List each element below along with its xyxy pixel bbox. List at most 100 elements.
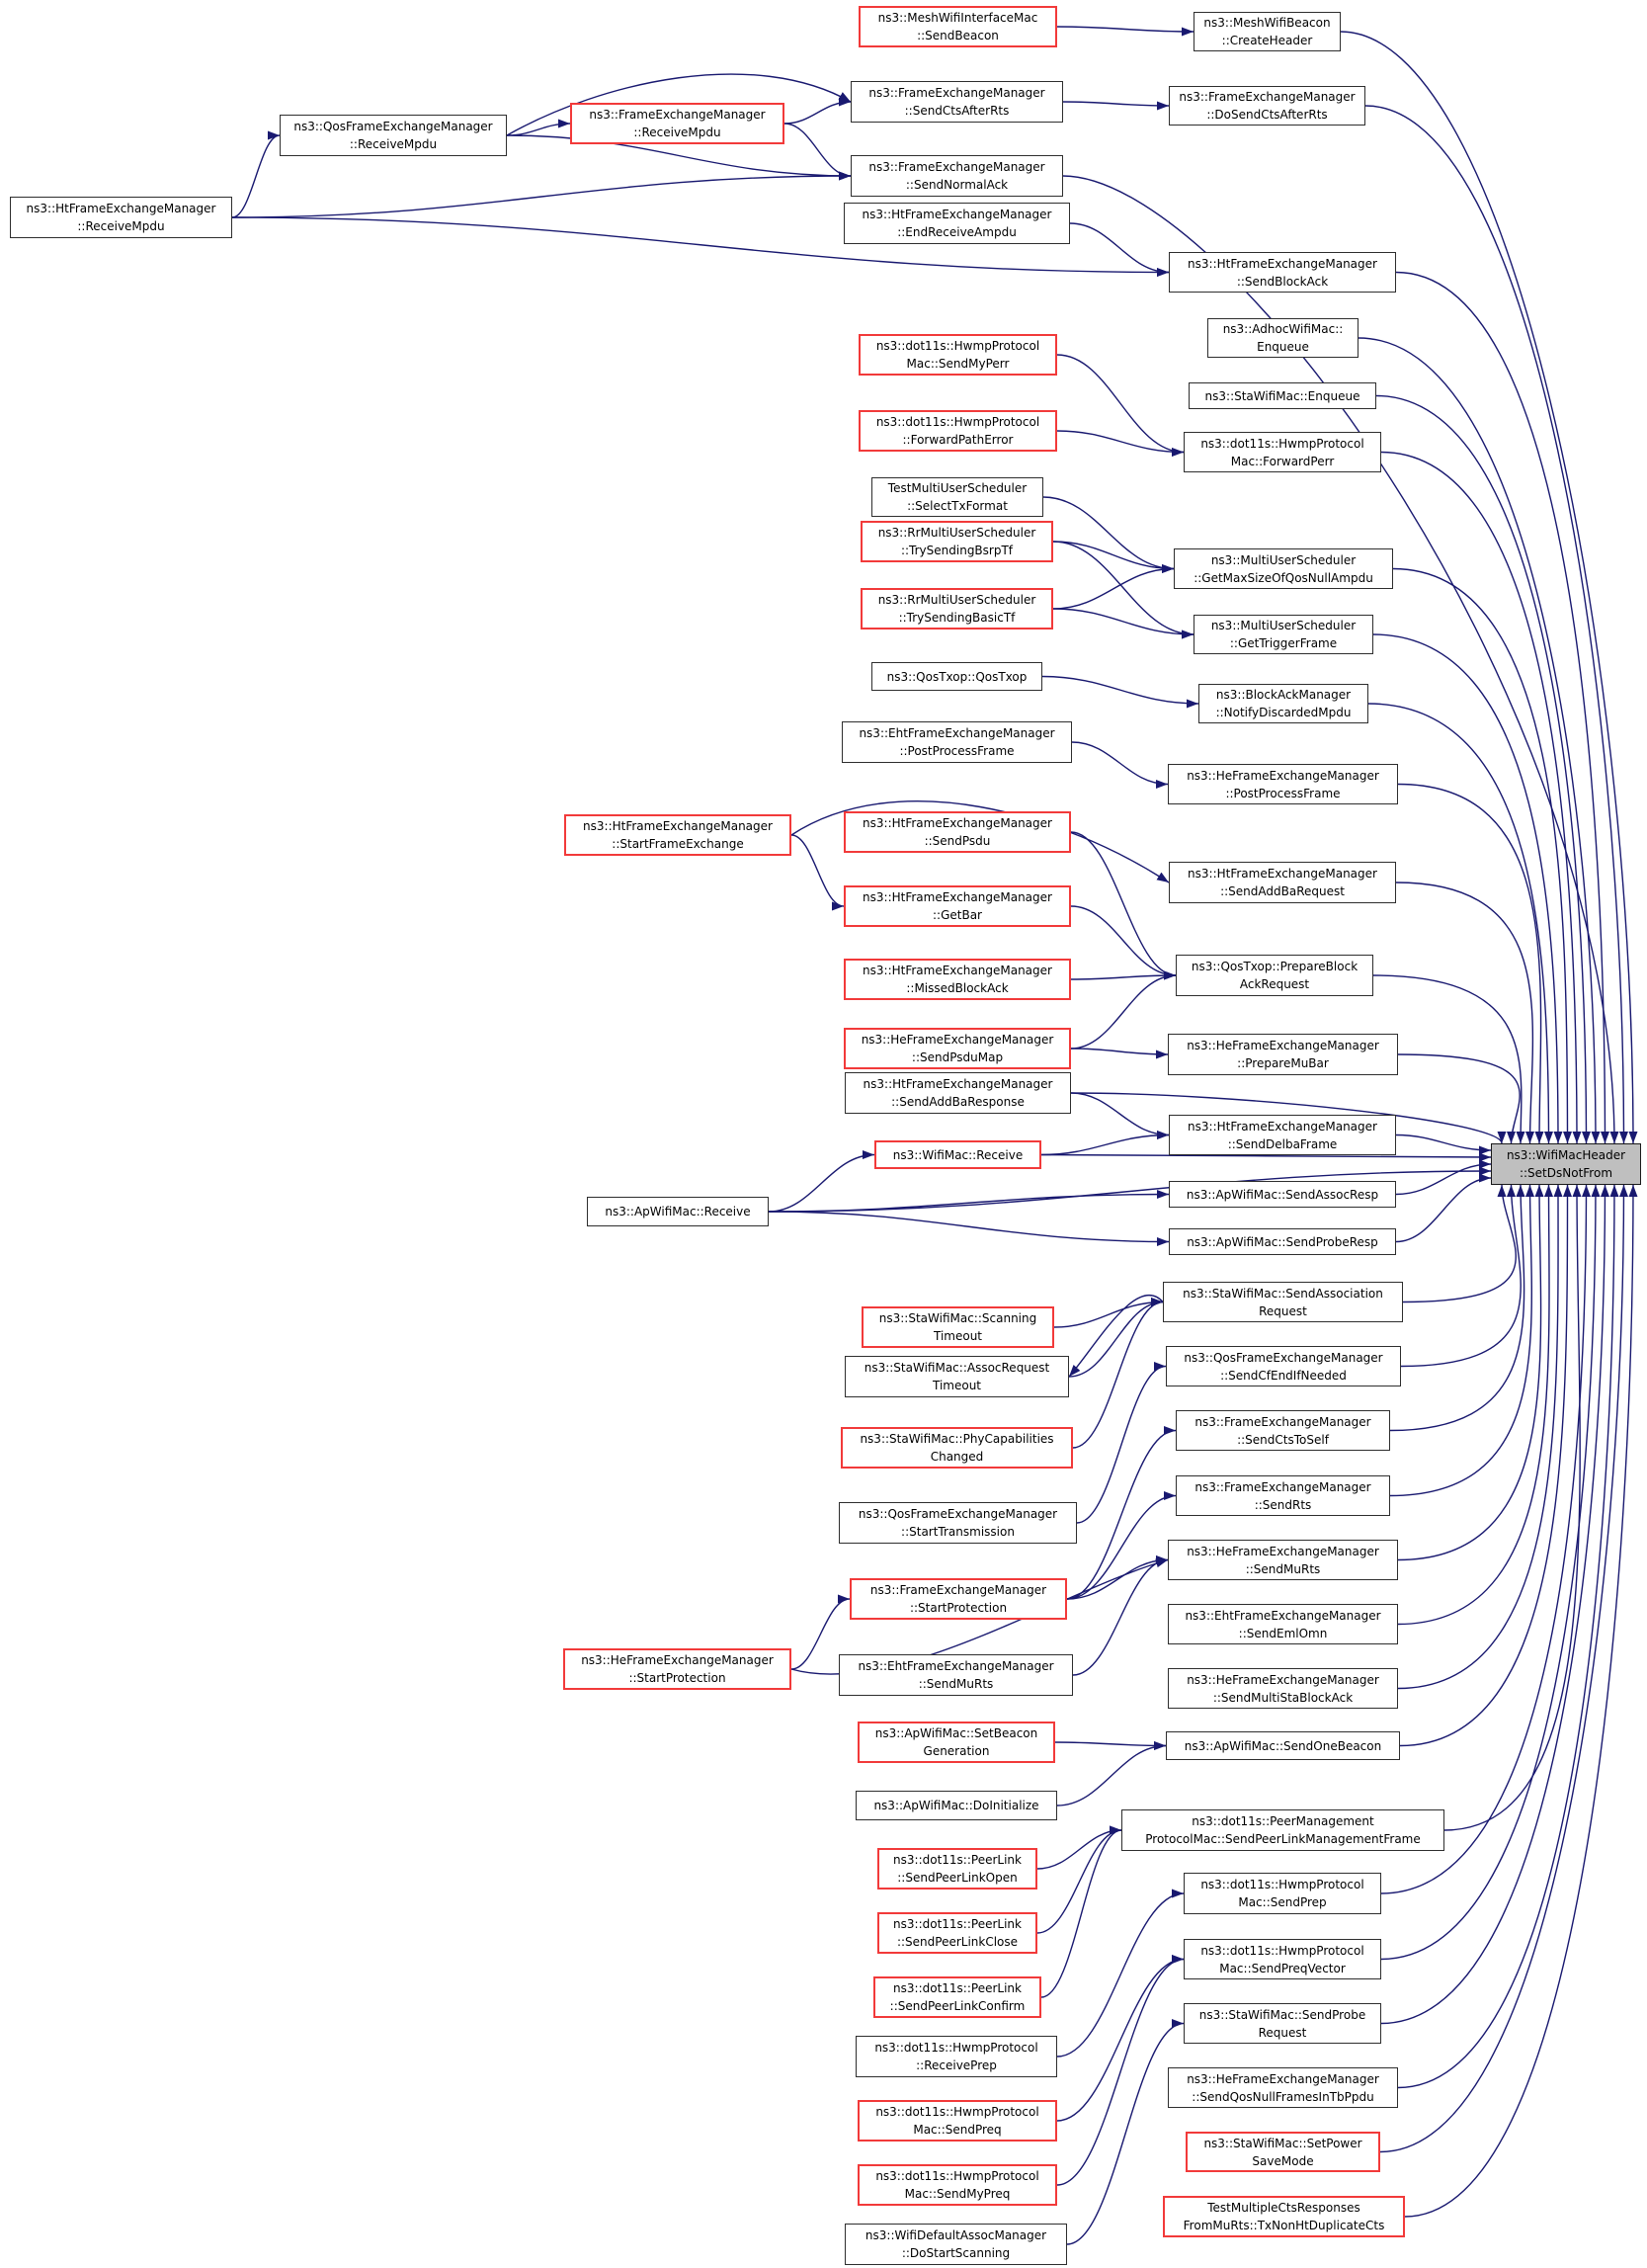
graph-node[interactable]: ns3::StaWifiMac::SetPower SaveMode: [1186, 2132, 1380, 2172]
graph-node-label-line: ns3::FrameExchangeManager: [868, 86, 1045, 100]
graph-node-label-line: ::SendCfEndIfNeeded: [1220, 1368, 1347, 1383]
graph-node[interactable]: ns3::QosFrameExchangeManager::ReceiveMpd…: [280, 115, 507, 156]
graph-node[interactable]: ns3::MultiUserScheduler::GetTriggerFrame: [1194, 615, 1373, 654]
graph-node[interactable]: ns3::EhtFrameExchangeManager::SendEmlOmn: [1168, 1604, 1398, 1644]
graph-edge: [1364, 105, 1628, 1144]
graph-node[interactable]: ns3::dot11s::HwmpProtocol Mac::ForwardPer…: [1184, 432, 1381, 472]
graph-edge: [1379, 1184, 1628, 2153]
graph-node[interactable]: ns3::dot11s::PeerLink::SendPeerLinkConfi…: [873, 1976, 1041, 2018]
graph-node[interactable]: ns3::ApWifiMac::SendOneBeacon: [1166, 1731, 1400, 1760]
graph-node-label-line: ::SendCtsAfterRts: [904, 104, 1010, 118]
graph-node[interactable]: ns3::dot11s::HwmpProtocol Mac::SendPrep: [1184, 1873, 1381, 1914]
graph-node[interactable]: ns3::AdhocWifiMac:: Enqueue: [1207, 318, 1359, 358]
graph-node-label-line: ::CreateHeader: [1221, 34, 1313, 47]
graph-edge: [1056, 354, 1185, 457]
graph-node[interactable]: ns3::ApWifiMac::SetBeacon Generation: [858, 1722, 1055, 1763]
graph-node[interactable]: ns3::StaWifiMac::SendAssociation Request: [1163, 1282, 1403, 1322]
graph-node[interactable]: ns3::FrameExchangeManager::StartProtecti…: [850, 1578, 1067, 1620]
graph-node-label-line: ::SendPeerLinkOpen: [897, 1871, 1018, 1885]
graph-edge: [1358, 337, 1601, 1144]
graph-node[interactable]: ns3::dot11s::PeerLink::SendPeerLinkOpen: [877, 1848, 1037, 1890]
graph-node[interactable]: ns3::HeFrameExchangeManager::SendQosNull…: [1168, 2067, 1398, 2108]
graph-node[interactable]: ns3::StaWifiMac::PhyCapabilities Changed: [841, 1427, 1073, 1469]
graph-node[interactable]: ns3::WifiMac::Receive: [874, 1140, 1041, 1169]
graph-node[interactable]: ns3::HtFrameExchangeManager::SendAddBaRe…: [1169, 862, 1396, 903]
graph-edge: [1070, 831, 1177, 980]
graph-node[interactable]: ns3::FrameExchangeManager::DoSendCtsAfte…: [1169, 86, 1365, 126]
graph-node-label-line: ns3::HeFrameExchangeManager: [861, 1033, 1054, 1047]
graph-node[interactable]: ns3::EhtFrameExchangeManager::SendMuRts: [839, 1654, 1073, 1696]
graph-edge: [1056, 1955, 1185, 2122]
graph-node-label-line: ::SendBeacon: [917, 29, 999, 42]
graph-node[interactable]: ns3::ApWifiMac::Receive: [587, 1197, 769, 1226]
graph-node[interactable]: ns3::dot11s::HwmpProtocol Mac::SendMyPreq: [858, 2164, 1057, 2206]
graph-node[interactable]: ns3::ApWifiMac::DoInitialize: [856, 1791, 1057, 1820]
graph-node-label-line: Timeout: [932, 1379, 982, 1392]
graph-node-label-line: ns3::HtFrameExchangeManager: [1188, 1119, 1377, 1134]
graph-node-label-line: ns3::ApWifiMac::SendOneBeacon: [1184, 1738, 1382, 1753]
graph-node-label-line: ns3::HtFrameExchangeManager: [1188, 867, 1377, 881]
graph-node[interactable]: TestMultiUserScheduler::SelectTxFormat: [871, 477, 1043, 517]
graph-node[interactable]: ns3::HtFrameExchangeManager::MissedBlock…: [844, 959, 1071, 1000]
graph-node[interactable]: ns3::FrameExchangeManager::SendRts: [1176, 1475, 1390, 1516]
graph-node[interactable]: ns3::FrameExchangeManager::SendCtsAfterR…: [851, 81, 1063, 123]
graph-node[interactable]: ns3::QosFrameExchangeManager::StartTrans…: [839, 1502, 1077, 1544]
graph-node[interactable]: ns3::HtFrameExchangeManager::SendAddBaRe…: [845, 1072, 1071, 1114]
graph-node[interactable]: ns3::StaWifiMac::Scanning Timeout: [862, 1306, 1054, 1348]
graph-node[interactable]: ns3::dot11s::HwmpProtocol Mac::SendMyPerr: [859, 334, 1057, 376]
graph-node[interactable]: ns3::RrMultiUserScheduler::TrySendingBas…: [861, 588, 1053, 630]
graph-node[interactable]: TestMultipleCtsResponses FromMuRts::TxNon…: [1163, 2196, 1405, 2237]
graph-edge: [1397, 1184, 1563, 1690]
graph-node-label-line: ns3::HtFrameExchangeManager: [863, 890, 1052, 904]
graph-node[interactable]: ns3::WifiDefaultAssocManager::DoStartSca…: [845, 2224, 1067, 2265]
graph-node[interactable]: ns3::dot11s::PeerManagement ProtocolMac::…: [1121, 1809, 1444, 1851]
graph-node[interactable]: ns3::HtFrameExchangeManager::EndReceiveA…: [844, 203, 1070, 244]
graph-node[interactable]: ns3::HeFrameExchangeManager::PrepareMuBa…: [1168, 1034, 1398, 1075]
graph-node-label-line: ::MissedBlockAck: [906, 981, 1009, 995]
graph-node[interactable]: ns3::StaWifiMac::Enqueue: [1189, 382, 1376, 409]
graph-node[interactable]: ns3::HeFrameExchangeManager::SendPsduMap: [844, 1028, 1071, 1069]
graph-node[interactable]: ns3::RrMultiUserScheduler::TrySendingBsr…: [861, 521, 1053, 562]
graph-node[interactable]: ns3::HtFrameExchangeManager::StartFrameE…: [564, 814, 791, 856]
graph-node[interactable]: ns3::QosTxop::QosTxop: [871, 662, 1042, 691]
graph-node[interactable]: ns3::HtFrameExchangeManager::SendPsdu: [844, 811, 1071, 853]
graph-edge: [1397, 1184, 1554, 1626]
graph-node[interactable]: ns3::StaWifiMac::SendProbe Request: [1184, 2003, 1381, 2044]
graph-node[interactable]: ns3::dot11s::HwmpProtocol::ForwardPathEr…: [859, 410, 1057, 452]
graph-node-label-line: ::SetDsNotFrom: [1519, 1166, 1613, 1180]
graph-node[interactable]: ns3::HeFrameExchangeManager::PostProcess…: [1168, 764, 1398, 804]
graph-node[interactable]: ns3::FrameExchangeManager::SendNormalAck: [851, 155, 1063, 197]
graph-node[interactable]: ns3::QosFrameExchangeManager::SendCfEndI…: [1166, 1346, 1401, 1386]
graph-node[interactable]: ns3::dot11s::PeerLink::SendPeerLinkClose: [877, 1912, 1037, 1954]
graph-node[interactable]: ns3::MeshWifiBeacon::CreateHeader: [1194, 12, 1341, 51]
graph-node[interactable]: ns3::HeFrameExchangeManager::SendMuRts: [1168, 1540, 1398, 1580]
graph-node[interactable]: ns3::HtFrameExchangeManager::GetBar: [844, 885, 1071, 927]
graph-node[interactable]: ns3::FrameExchangeManager::ReceiveMpdu: [570, 103, 784, 144]
graph-node-label-line: ::SendRts: [1254, 1497, 1312, 1512]
graph-node-label-line: ns3::dot11s::HwmpProtocol: [875, 2169, 1039, 2183]
graph-node[interactable]: ns3::FrameExchangeManager::SendCtsToSelf: [1176, 1410, 1390, 1451]
graph-node[interactable]: ns3::ApWifiMac::SendAssocResp: [1169, 1181, 1396, 1208]
graph-node-label-line: ns3::WifiMac::Receive: [892, 1147, 1024, 1162]
graph-node[interactable]: ns3::dot11s::HwmpProtocol::ReceivePrep: [856, 2036, 1057, 2077]
graph-node[interactable]: ns3::StaWifiMac::AssocRequest Timeout: [845, 1356, 1069, 1397]
graph-edge: [1404, 1184, 1638, 2218]
graph-node[interactable]: ns3::BlockAckManager::NotifyDiscardedMpd…: [1198, 684, 1368, 723]
graph-node[interactable]: ns3::MeshWifiInterfaceMac::SendBeacon: [859, 6, 1057, 47]
graph-node[interactable]: ns3::EhtFrameExchangeManager::PostProces…: [842, 721, 1072, 763]
graph-node-label-line: ns3::StaWifiMac::Enqueue: [1204, 388, 1360, 403]
graph-node-label-line: ::ReceiveMpdu: [77, 219, 165, 233]
graph-node[interactable]: ns3::dot11s::HwmpProtocol Mac::SendPreqVe…: [1184, 1939, 1381, 1979]
graph-edge: [1070, 1092, 1170, 1139]
graph-node[interactable]: ns3::HtFrameExchangeManager::SendBlockAc…: [1169, 252, 1396, 293]
graph-node[interactable]: ns3::HtFrameExchangeManager::ReceiveMpdu: [10, 197, 232, 238]
graph-node[interactable]: ns3::ApWifiMac::SendProbeResp: [1169, 1228, 1396, 1255]
graph-node[interactable]: ns3::dot11s::HwmpProtocol Mac::SendPreq: [858, 2100, 1057, 2142]
graph-node-label-line: ns3::WifiDefaultAssocManager: [865, 2228, 1047, 2242]
graph-node[interactable]: ns3::HeFrameExchangeManager::StartProtec…: [563, 1648, 791, 1690]
graph-node[interactable]: ns3::HeFrameExchangeManager::SendMultiSt…: [1168, 1668, 1398, 1709]
graph-node[interactable]: ns3::HtFrameExchangeManager::SendDelbaFr…: [1169, 1115, 1396, 1155]
graph-node[interactable]: ns3::QosTxop::PrepareBlock AckRequest: [1176, 955, 1373, 996]
graph-node[interactable]: ns3::MultiUserScheduler::GetMaxSizeOfQos…: [1174, 548, 1393, 589]
graph-edge: [1066, 2019, 1185, 2245]
